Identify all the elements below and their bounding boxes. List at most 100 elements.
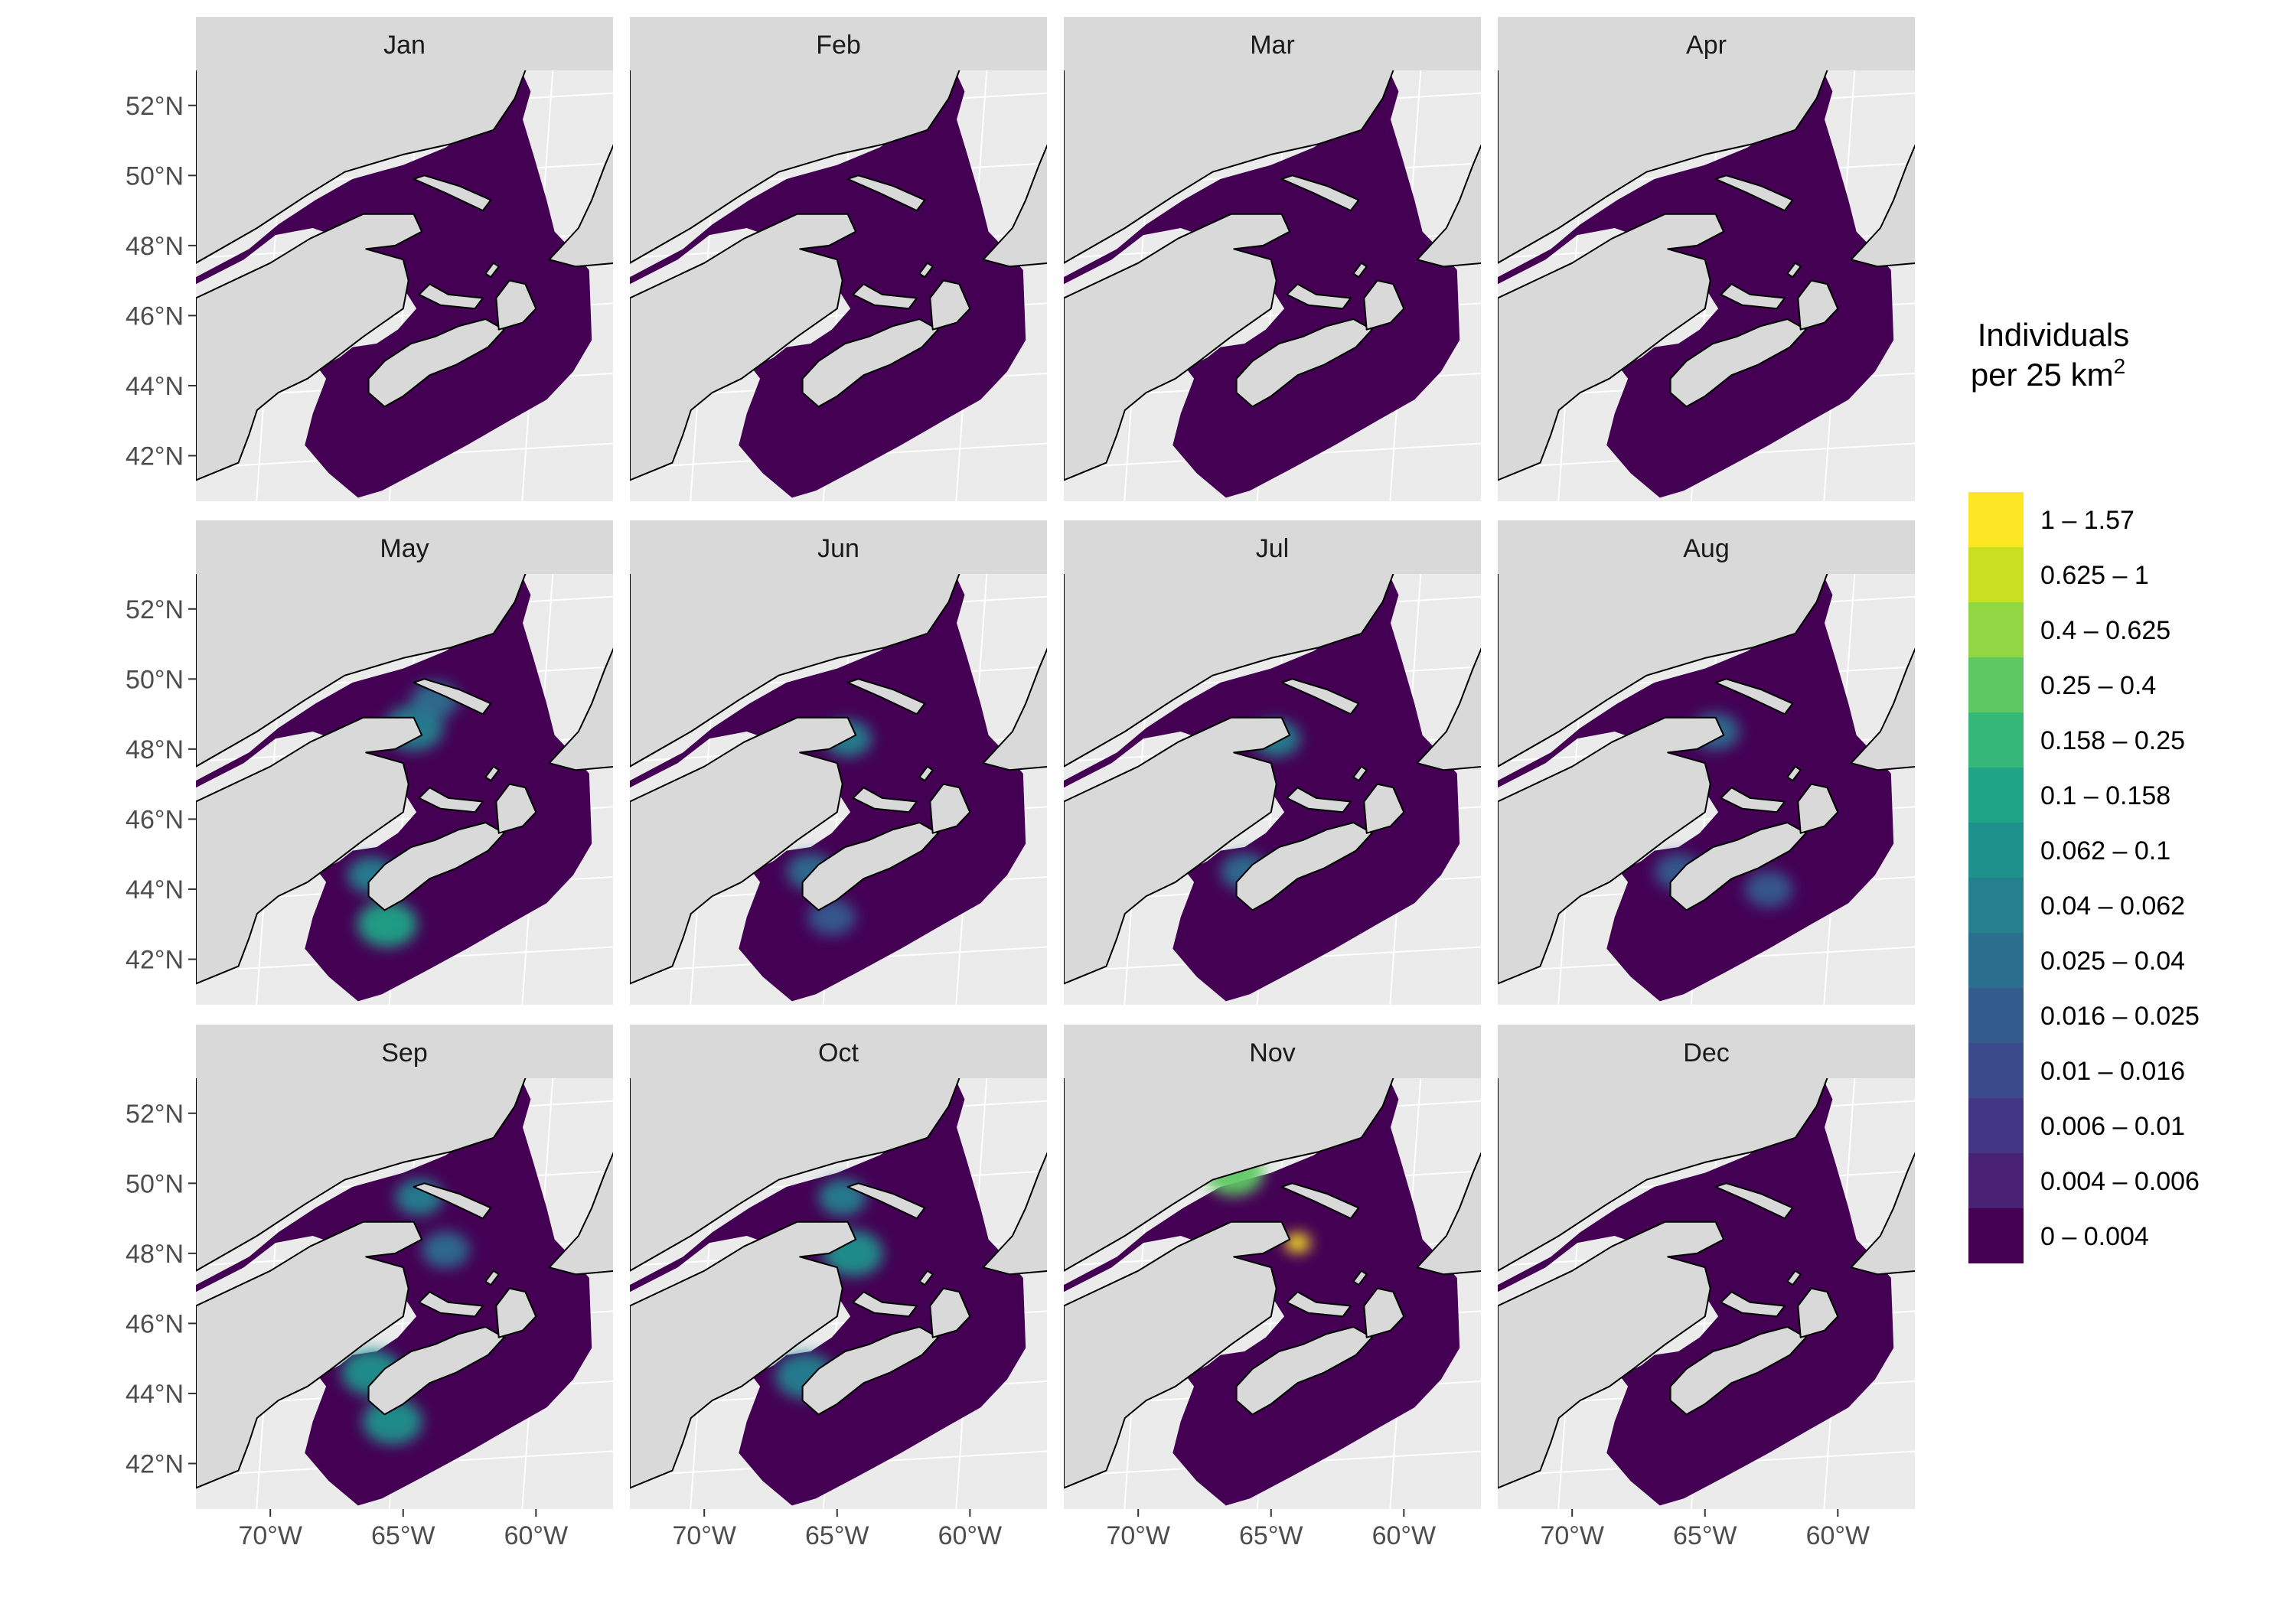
land-mass [1352,1270,1368,1286]
land-mass [418,283,484,310]
survey-area [196,577,592,1002]
survey-area [196,73,592,498]
legend-label: 0.158 – 0.25 [2040,726,2185,755]
survey-area [630,577,1026,1002]
survey-area [1498,577,1894,1002]
lon-tick-label: 70°W [238,1521,302,1550]
land-mass [1280,174,1360,212]
legend-label: 0.062 – 0.1 [2040,836,2170,865]
legend-keys: 1 – 1.57 0.625 – 1 0.4 – 0.625 0.25 – 0.4 0.… [1968,492,2200,1263]
land-mass [1498,213,1725,481]
panel-map-area [1064,70,1481,501]
land-mass [630,1221,857,1489]
land-mass [1669,318,1807,408]
legend-label: 0.016 – 0.025 [2040,1002,2200,1031]
panel-strip [1064,17,1481,70]
land-mass [1286,283,1352,310]
land-mass [1352,262,1368,279]
land-mass [196,716,423,985]
density-hotspots [341,1178,470,1445]
land-mass [1669,1326,1807,1416]
legend-key: 0.625 – 1 [1968,547,2149,602]
lon-tick-label: 60°W [1806,1521,1870,1550]
survey-area [1064,73,1460,498]
lon-tick-label: 60°W [1372,1521,1437,1550]
land-mass [548,144,613,268]
land-mass [367,318,505,408]
land-mass [630,716,857,985]
land-mass [929,1287,971,1338]
lat-tick-label: 46°N [126,1309,184,1338]
land-mass [1786,1270,1802,1286]
legend-label: 0 – 0.004 [2040,1222,2149,1251]
land-mass [846,678,926,715]
panel-map-area [630,70,1047,501]
panel-month-label: Oct [818,1038,859,1068]
land-mass [1498,1078,1828,1272]
density-legend: Individuals per 25 km2 1 – 1.57 0.625 – 1… [1968,317,2200,1263]
survey-area [1064,577,1460,1002]
density-hotspot [362,1398,422,1445]
legend-swatch [1968,1098,2024,1153]
land-mass [1416,647,1481,771]
panel-month-label: Aug [1683,534,1730,563]
panel-strip [196,520,613,574]
land-mass [413,174,492,212]
land-mass [846,1182,926,1220]
lat-tick-label: 52°N [126,1100,184,1129]
panel-month-label: Jul [1256,534,1289,563]
land-mass [1235,1326,1373,1416]
land-mass [982,1152,1047,1276]
land-mass [1797,279,1839,331]
legend-key: 0.004 – 0.006 [1968,1153,2200,1208]
land-mass [852,1291,918,1318]
lat-tick-label: 48°N [126,232,184,261]
land-mass [630,70,960,264]
land-mass [484,262,500,279]
panel-map-area [1498,1078,1915,1509]
land-mass [801,822,939,911]
legend-key: 1 – 1.57 [1968,492,2135,547]
land-mass [196,1221,423,1489]
land-mass [1850,1152,1915,1276]
land-mass [1064,574,1394,768]
land-mass [413,678,492,715]
legend-label: 0.1 – 0.158 [2040,781,2170,810]
legend-key: 0.25 – 0.4 [1968,657,2156,712]
panel-map-area [1064,1078,1481,1509]
panel-map-area [196,70,613,501]
map-panel-feb: Feb [630,17,1047,501]
land-mass [852,283,918,310]
panel-map-area [1064,574,1481,1005]
legend-label: 0.025 – 0.04 [2040,947,2185,976]
panel-month-label: Apr [1686,31,1727,60]
legend-swatch [1968,878,2024,933]
land-mass [1797,783,1839,834]
panel-month-label: May [380,534,429,563]
land-mass [918,262,934,279]
map-panel-jan: Jan 52°N 50°N 48°N 46°N 44°N 42°N [126,17,613,501]
lat-tick-label: 42°N [126,1449,184,1478]
land-mass [1714,678,1794,715]
lon-tick-label: 60°W [938,1521,1003,1550]
density-hotspot [1284,1233,1311,1253]
land-mass [929,783,971,834]
survey-area [1498,1081,1894,1506]
land-mass [630,1078,960,1272]
density-hotspot [1744,870,1793,908]
legend-swatch [1968,547,2024,602]
legend-swatch [1968,1208,2024,1263]
survey-area [630,73,1026,498]
lon-tick-label: 65°W [371,1521,435,1550]
land-mass [630,574,960,768]
legend-swatch [1968,1153,2024,1208]
map-panel-apr: Apr [1498,17,1915,501]
legend-key: 0 – 0.004 [1968,1208,2149,1263]
land-mass [367,822,505,911]
panel-month-label: Nov [1249,1038,1295,1068]
panel-map-area [196,574,613,1005]
lon-tick-label: 65°W [1239,1521,1303,1550]
legend-key: 0.025 – 0.04 [1968,933,2185,988]
land-mass [846,174,926,212]
